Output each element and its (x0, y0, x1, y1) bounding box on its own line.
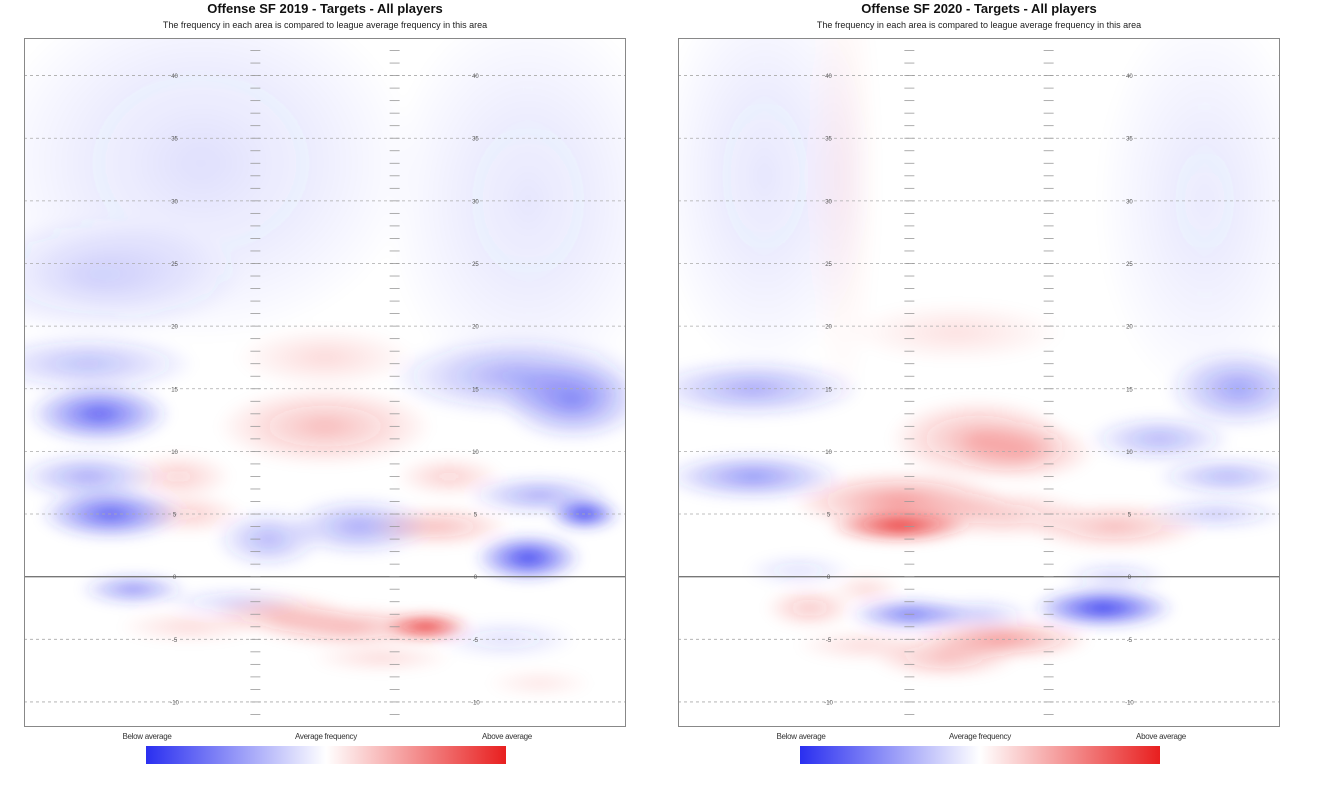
legend-above-label: Above average (1136, 732, 1186, 741)
heat-cell (78, 573, 188, 606)
yard-tick-label: 15 (171, 387, 178, 393)
yard-tick-label: 30 (472, 199, 479, 205)
heat-cell (234, 327, 416, 388)
yard-tick-label: -5 (172, 638, 178, 644)
legend-below-label: Below average (776, 732, 826, 741)
yard-tick-label: 15 (472, 387, 479, 393)
field-border (678, 38, 1280, 727)
yard-tick-label: 35 (1126, 137, 1133, 143)
heat-cell (830, 573, 903, 606)
heat-cell (485, 669, 594, 698)
heat-cell (216, 386, 434, 467)
yard-tick-label: 35 (171, 137, 178, 143)
yard-tick-label: -10 (170, 700, 179, 706)
heat-cell (1087, 414, 1232, 463)
yard-tick-label: 40 (472, 74, 479, 80)
yard-tick-label: 5 (827, 513, 831, 519)
legend-below-label: Below average (122, 732, 172, 741)
heatmap-panel-2019: Offense SF 2019 - Targets - All players … (24, 0, 626, 800)
heat-cell (383, 38, 626, 402)
yard-tick-label: 25 (472, 262, 479, 268)
yard-tick-label: 10 (472, 450, 479, 456)
yard-tick-label: 20 (171, 325, 178, 331)
yard-tick-label: 25 (171, 262, 178, 268)
heat-cell (24, 333, 197, 394)
yard-tick-label: 40 (1126, 74, 1133, 80)
chart-subtitle: The frequency in each area is compared t… (162, 20, 488, 30)
yard-tick-label: 5 (173, 513, 177, 519)
yard-tick-label: 20 (472, 325, 479, 331)
hash-marks (1043, 38, 1054, 727)
legend-average-label: Average frequency (295, 732, 357, 741)
legend-above-label: Above average (482, 732, 532, 741)
heat-cell (27, 383, 172, 444)
yard-tick-label: 5 (474, 513, 478, 519)
heat-cell (309, 644, 454, 673)
yard-tick-label: 20 (825, 325, 832, 331)
yard-tick-label: 35 (472, 137, 479, 143)
heat-cell (24, 215, 244, 337)
yard-tick-label: 10 (825, 450, 832, 456)
heatmap-panel-2020: Offense SF 2020 - Targets - All players … (678, 0, 1280, 800)
heat-cell (744, 554, 853, 587)
yard-tick-label: 0 (474, 575, 478, 581)
yard-tick-label: 35 (825, 137, 832, 143)
legend-average-label: Average frequency (949, 732, 1011, 741)
hash-marks (389, 38, 400, 727)
heat-cell (764, 587, 855, 629)
heat-cell (365, 506, 511, 547)
heat-cell (124, 452, 233, 501)
yard-tick-label: -10 (471, 700, 480, 706)
hash-marks (904, 38, 915, 727)
heat-cell (257, 606, 438, 647)
field-heatmap: 40 40 35 35 30 30 25 25 20 20 15 15 10 10 5 5 0 0 -5 -5 -10 -… (678, 38, 1280, 727)
yard-tick-label: 10 (171, 450, 178, 456)
yard-tick-label: 30 (171, 199, 178, 205)
yard-tick-label: 15 (1126, 387, 1133, 393)
yard-tick-label: -10 (1125, 700, 1134, 706)
yard-tick-label: 25 (825, 262, 832, 268)
yard-tick-label: -5 (1127, 638, 1133, 644)
hash-marks (250, 38, 261, 727)
yard-tick-label: 25 (1126, 262, 1133, 268)
chart-title: Offense SF 2019 - Targets - All players (207, 1, 443, 16)
yard-tick-label: 30 (1126, 199, 1133, 205)
yard-tick-label: 30 (825, 199, 832, 205)
heat-cell (1030, 587, 1176, 629)
heat-cell (951, 421, 1097, 482)
yard-tick-label: 0 (173, 575, 177, 581)
heat-cell (473, 533, 583, 582)
heat-cell (1143, 498, 1280, 531)
heat-cell (848, 302, 1065, 363)
yard-tick-label: 20 (1126, 325, 1133, 331)
heat-cell (1155, 456, 1280, 497)
heat-cell (135, 493, 244, 535)
color-scale-bar (800, 746, 1160, 764)
yard-tick-label: 0 (827, 575, 831, 581)
heat-cell (501, 361, 626, 442)
yard-tick-label: 10 (1126, 450, 1133, 456)
yard-tick-label: 15 (825, 387, 832, 393)
heat-cell (678, 452, 844, 501)
yard-tick-label: -10 (824, 700, 833, 706)
chart-title: Offense SF 2020 - Targets - All players (861, 1, 1097, 16)
yard-tick-label: 5 (1128, 513, 1132, 519)
field-heatmap: 40 40 35 35 30 30 25 25 20 20 15 15 10 10 5 5 0 0 -5 -5 -10 -… (24, 38, 626, 727)
heat-cell (872, 638, 1018, 679)
heat-cell (1096, 38, 1280, 402)
yard-tick-label: 40 (171, 74, 178, 80)
yard-tick-label: -5 (826, 638, 832, 644)
chart-subtitle: The frequency in each area is compared t… (816, 20, 1142, 30)
field-border (24, 38, 626, 727)
yard-tick-label: 0 (1128, 575, 1132, 581)
color-scale-bar (146, 746, 506, 764)
heat-cell (1166, 348, 1280, 429)
yard-tick-label: -5 (473, 638, 479, 644)
heat-cell (24, 452, 161, 501)
yard-tick-label: 40 (825, 74, 832, 80)
